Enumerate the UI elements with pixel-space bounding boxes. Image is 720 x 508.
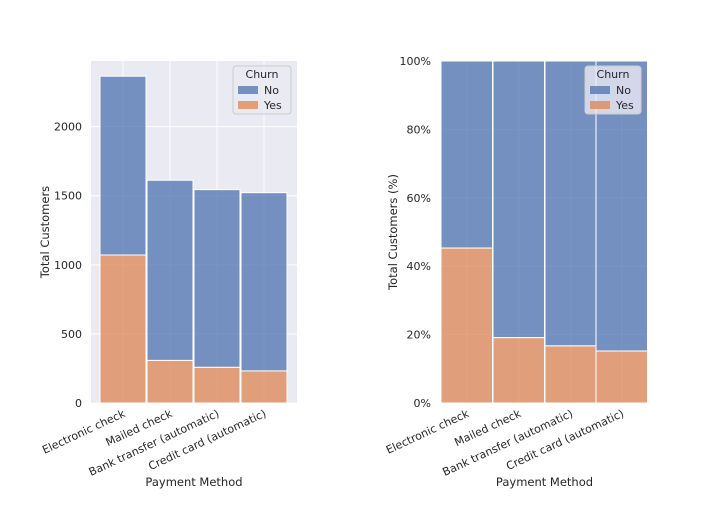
x-tick-label: Electronic check [384,407,472,457]
y-tick-label: 2000 [54,121,82,134]
y-axis-label: Total Customers [38,186,52,279]
chart-panel-2: 0%20%40%60%80%100%Electronic checkMailed… [384,55,648,489]
y-tick-label: 20% [407,329,431,342]
x-axis-label: Payment Method [496,475,593,489]
legend-label-no: No [264,84,279,97]
legend-swatch-no [590,86,610,94]
y-tick-label: 80% [407,123,431,136]
bar-no-1 [440,60,493,249]
bar-yes-1 [99,254,147,404]
y-tick-label: 1500 [54,190,82,203]
legend-label-yes: Yes [615,99,634,112]
bar-no-2 [492,60,545,339]
legend-label-yes: Yes [263,99,282,112]
bar-no-2 [146,179,194,361]
legend-title: Churn [597,68,630,81]
legend-swatch-no [238,86,258,94]
legend-swatch-yes [238,101,258,109]
legend: Churn No Yes [232,65,292,115]
y-tick-label: 40% [407,260,431,273]
y-tick-label: 0% [414,397,431,410]
bar-yes-2 [492,337,545,404]
y-axis-label: Total Customers (%) [386,174,400,291]
legend: Churn No Yes [584,65,642,115]
y-tick-label: 0 [75,397,82,410]
y-tick-label: 60% [407,192,431,205]
bar-no-4 [240,192,288,372]
bar-yes-4 [595,350,648,404]
bar-no-3 [193,189,241,368]
x-axis-label: Payment Method [145,475,242,489]
legend-swatch-yes [590,101,610,109]
bar-yes-4 [240,370,288,404]
bar-no-1 [99,75,147,256]
bar-yes-3 [544,345,597,404]
legend-label-no: No [616,84,631,97]
y-tick-label: 100% [400,55,431,68]
y-tick-label: 500 [61,328,82,341]
y-tick-label: 1000 [54,259,82,272]
bar-yes-3 [193,366,241,404]
legend-title: Churn [246,68,279,81]
bar-yes-1 [440,247,493,404]
bar-yes-2 [146,359,194,404]
